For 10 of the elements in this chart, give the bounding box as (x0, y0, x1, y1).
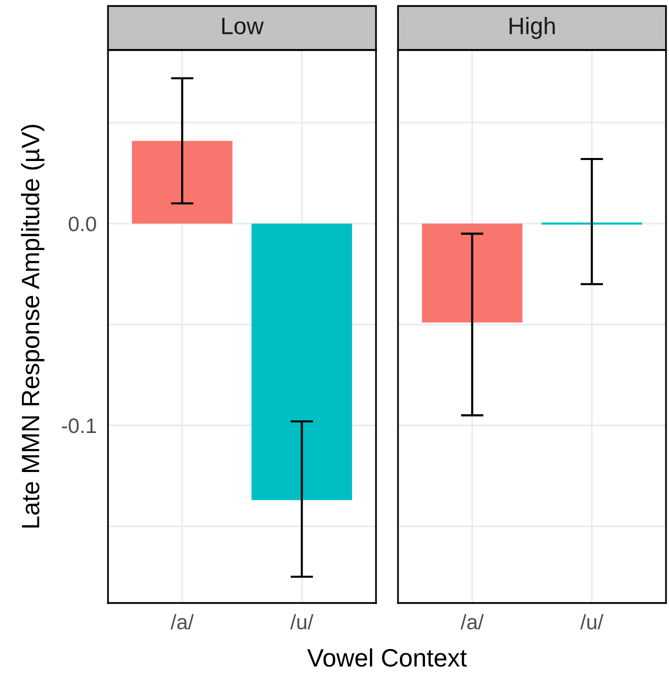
y-tick-label: -0.1 (62, 418, 96, 434)
x-tick-label: /u/ (580, 614, 604, 630)
x-tick-label: /a/ (460, 614, 484, 630)
chart-title: High (510, 16, 555, 40)
y-axis-title: Late MMN Response Amplitude (µV) (21, 124, 44, 528)
x-tick-label: /u/ (290, 614, 314, 630)
chart-title: Low (222, 18, 264, 34)
x-tick-label: /a/ (170, 614, 194, 630)
y-tick-label: 0.0 (68, 216, 96, 232)
x-axis-title: Vowel Context (307, 648, 467, 667)
